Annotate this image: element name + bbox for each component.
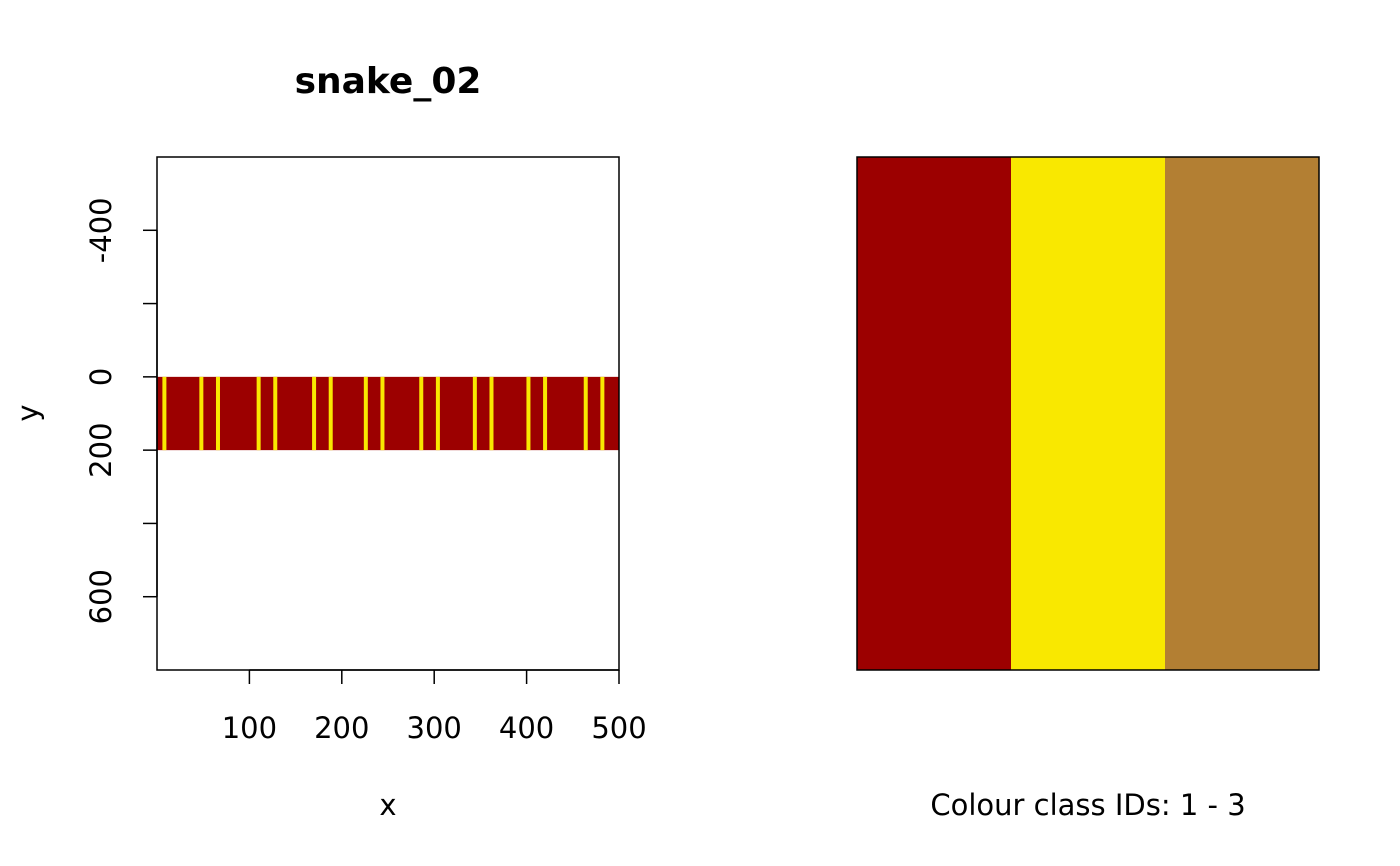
red-band <box>157 376 619 451</box>
yellow-stripe <box>162 376 167 451</box>
colour-class-label: Colour class IDs: 1 - 3 <box>930 788 1245 822</box>
yellow-stripe <box>543 376 548 451</box>
yellow-stripe <box>273 376 278 451</box>
yellow-stripe <box>256 376 261 451</box>
colour-swatches <box>857 157 1319 670</box>
y-tick-label: 0 <box>84 368 118 386</box>
yellow-stripe <box>419 376 424 451</box>
chart-title: snake_02 <box>295 61 482 102</box>
yellow-stripe <box>363 376 368 451</box>
y-tick-label: 600 <box>84 569 118 624</box>
y-tick-label: 200 <box>84 422 118 477</box>
swatch-frame <box>856 156 1320 671</box>
yellow-stripe <box>380 376 385 451</box>
yellow-stripe <box>215 376 220 451</box>
colour-swatch-2 <box>1011 157 1166 670</box>
y-axis-label: y <box>11 404 45 421</box>
x-tick-label: 100 <box>222 711 277 745</box>
x-tick-label: 200 <box>314 711 369 745</box>
yellow-stripe <box>312 376 317 451</box>
y-axis: -400 0 200 600 <box>84 197 158 624</box>
colour-swatch-1 <box>857 157 1012 670</box>
x-tick-label: 400 <box>499 711 554 745</box>
x-axis-label: x <box>379 788 396 822</box>
yellow-stripe <box>328 376 333 451</box>
pattern-panel: snake_02 100 200 300 400 500 -400 0 200 600 x y <box>11 61 647 822</box>
yellow-stripe <box>472 376 477 451</box>
colour-swatch-3 <box>1165 157 1319 670</box>
pattern-marks <box>157 376 619 451</box>
yellow-stripe <box>583 376 588 451</box>
yellow-stripe <box>489 376 494 451</box>
yellow-stripe <box>600 376 605 451</box>
y-tick-label: -400 <box>84 197 118 263</box>
yellow-stripe <box>199 376 204 451</box>
x-axis: 100 200 300 400 500 <box>222 669 647 745</box>
x-tick-label: 500 <box>591 711 646 745</box>
yellow-stripe <box>435 376 440 451</box>
yellow-stripe <box>526 376 531 451</box>
colour-class-panel: Colour class IDs: 1 - 3 <box>856 156 1320 822</box>
x-tick-label: 300 <box>407 711 462 745</box>
